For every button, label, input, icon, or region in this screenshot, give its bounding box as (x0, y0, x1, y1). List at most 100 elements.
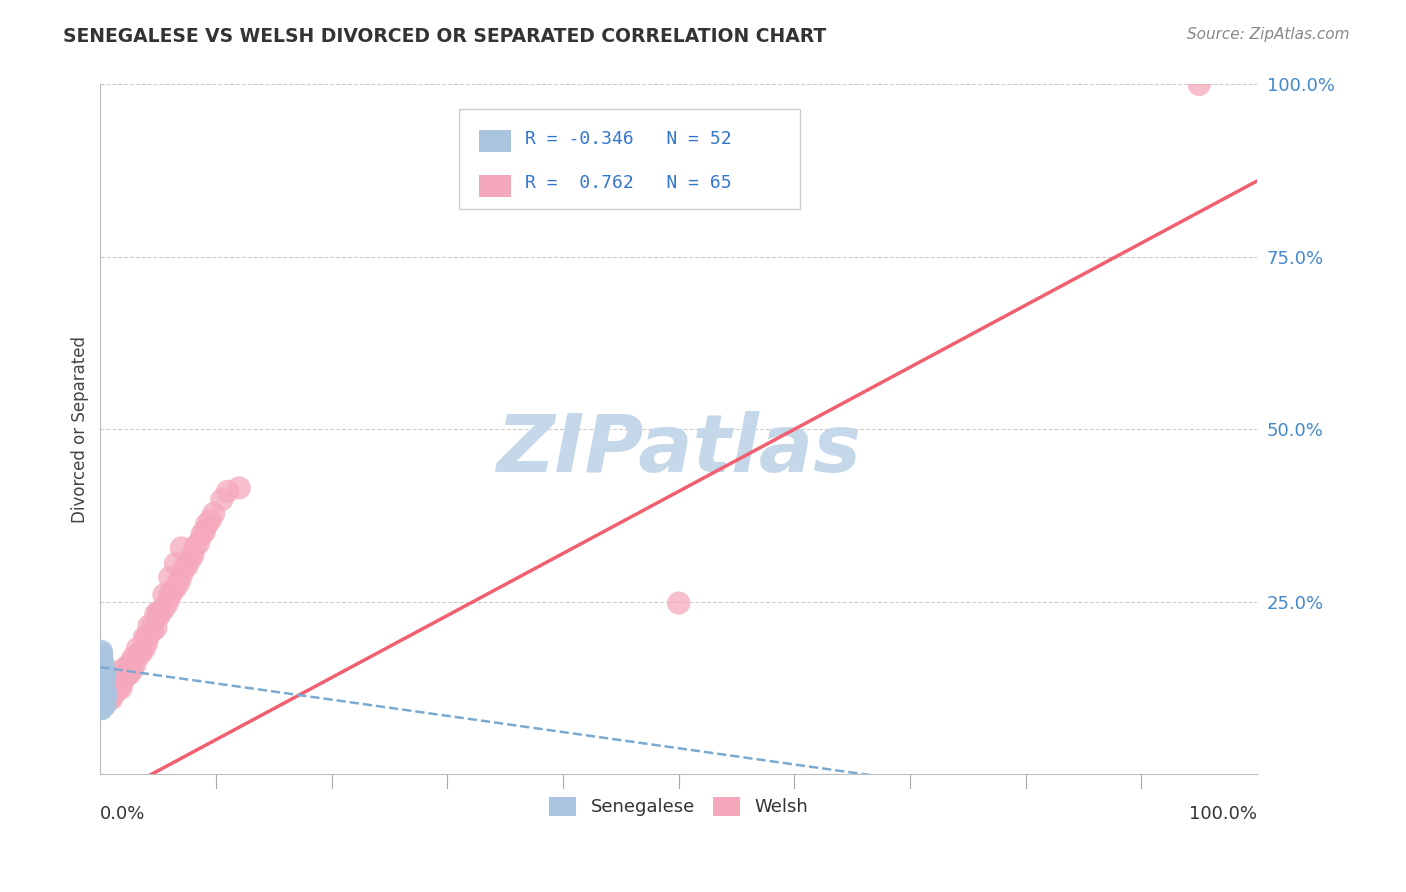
Point (93, 697, 115, 711)
Point (127, 648, 149, 663)
Point (90, 681, 112, 695)
Point (90, 692, 112, 706)
Point (94, 691, 117, 706)
Point (668, 596, 690, 610)
Point (114, 669, 136, 683)
Text: ZIPatlas: ZIPatlas (496, 411, 862, 489)
Point (228, 481, 250, 495)
Point (145, 621, 167, 635)
Point (91, 672, 114, 686)
Point (110, 681, 132, 695)
Point (118, 667, 141, 681)
Point (135, 631, 157, 645)
Point (134, 631, 156, 645)
Point (91, 672, 114, 686)
Point (193, 524, 215, 539)
Point (91, 676, 114, 690)
FancyBboxPatch shape (478, 175, 510, 197)
Point (101, 691, 124, 706)
Point (103, 686, 125, 700)
Point (91, 665, 114, 679)
Point (90, 644, 112, 658)
Point (91, 684, 114, 698)
Point (148, 610, 170, 624)
Point (200, 513, 222, 527)
Point (90, 673, 112, 688)
Point (93, 671, 115, 685)
Point (90, 658, 112, 673)
Point (93, 681, 115, 695)
Point (135, 636, 157, 650)
Point (195, 517, 218, 532)
Point (153, 601, 176, 615)
FancyBboxPatch shape (478, 130, 510, 153)
Point (91, 688, 114, 702)
Point (112, 672, 135, 686)
Point (167, 575, 190, 590)
Point (159, 589, 181, 603)
Point (101, 688, 124, 702)
Point (90, 664, 112, 678)
Point (90, 647, 112, 661)
Point (98, 692, 121, 706)
Point (90, 653, 112, 667)
Point (141, 619, 163, 633)
Point (165, 557, 187, 571)
Point (90, 688, 112, 702)
Point (124, 651, 146, 665)
Point (202, 507, 225, 521)
Point (107, 679, 129, 693)
Point (91, 679, 114, 693)
Point (94, 684, 117, 698)
Point (107, 683, 129, 698)
Point (176, 558, 198, 573)
Point (94, 667, 117, 681)
Point (93, 667, 115, 681)
Point (129, 647, 152, 661)
Point (90, 686, 112, 700)
Text: SENEGALESE VS WELSH DIVORCED OR SEPARATED CORRELATION CHART: SENEGALESE VS WELSH DIVORCED OR SEPARATE… (63, 27, 827, 45)
Point (1188, 78, 1211, 92)
Point (91, 677, 114, 691)
Point (93, 662, 115, 676)
Point (191, 527, 214, 541)
Text: R = -0.346   N = 52: R = -0.346 N = 52 (524, 129, 731, 147)
Point (93, 683, 115, 698)
Point (91, 690, 114, 704)
Point (121, 651, 143, 665)
Text: Source: ZipAtlas.com: Source: ZipAtlas.com (1187, 27, 1350, 42)
Point (156, 596, 179, 610)
Point (145, 607, 167, 621)
FancyBboxPatch shape (458, 109, 800, 209)
Point (90, 657, 112, 671)
Point (94, 688, 117, 702)
Point (217, 484, 239, 499)
Point (153, 588, 176, 602)
Point (148, 605, 170, 619)
Point (170, 568, 193, 582)
Point (90, 651, 112, 665)
Point (103, 684, 125, 698)
Text: 100.0%: 100.0% (1189, 805, 1257, 823)
Point (91, 695, 114, 709)
Point (181, 548, 204, 562)
Point (118, 658, 141, 673)
Point (90, 701, 112, 715)
Point (114, 660, 136, 674)
Point (110, 677, 132, 691)
Point (91, 681, 114, 695)
Point (118, 665, 141, 679)
Point (134, 641, 156, 656)
Point (211, 492, 233, 507)
Point (165, 581, 187, 595)
Point (91, 686, 114, 700)
Point (90, 660, 112, 674)
Point (121, 662, 143, 676)
Point (90, 701, 112, 715)
Point (112, 672, 135, 686)
Point (91, 656, 114, 670)
Point (90, 695, 112, 709)
Point (94, 698, 117, 713)
Point (91, 692, 114, 706)
Point (93, 679, 115, 693)
